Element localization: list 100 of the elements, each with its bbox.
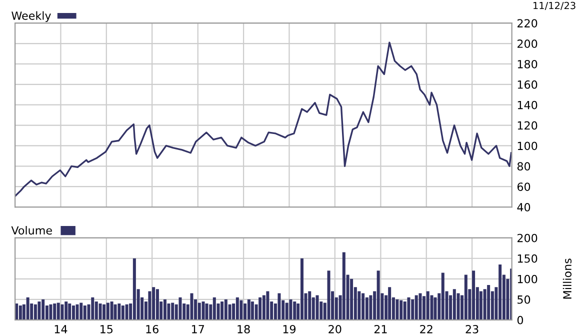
bar xyxy=(479,291,482,320)
bar xyxy=(202,301,205,320)
x-tick-label: 20 xyxy=(328,324,342,334)
y-tick-label: 40 xyxy=(517,203,530,212)
bar xyxy=(152,287,156,320)
bar xyxy=(278,293,281,320)
bar xyxy=(60,304,64,320)
bar xyxy=(411,299,414,320)
bar xyxy=(198,302,201,320)
bar xyxy=(388,287,392,320)
bar xyxy=(94,301,98,320)
bar xyxy=(64,301,68,320)
bar xyxy=(212,297,216,320)
bar xyxy=(407,297,410,320)
bar xyxy=(418,293,422,320)
bar xyxy=(452,289,456,320)
bar xyxy=(262,295,266,320)
bar xyxy=(327,270,330,320)
x-tick-label: 21 xyxy=(374,324,387,334)
legend-label: Volume xyxy=(11,226,52,235)
bar xyxy=(285,302,288,320)
bar xyxy=(472,270,476,320)
y-tick-label: 60 xyxy=(517,182,530,191)
x-tick-label: 15 xyxy=(100,325,112,334)
bar xyxy=(49,304,52,320)
bar xyxy=(369,295,372,320)
y-tick-label: 120 xyxy=(518,121,538,130)
bar xyxy=(483,289,486,320)
bar xyxy=(441,272,444,320)
bar xyxy=(220,301,224,320)
bar xyxy=(293,301,296,320)
bar xyxy=(289,299,292,320)
bar xyxy=(430,295,434,320)
bar xyxy=(178,297,182,320)
bar xyxy=(426,291,430,320)
bar xyxy=(76,304,79,320)
y-tick-label: 80 xyxy=(517,162,530,171)
bar xyxy=(403,301,406,320)
bar xyxy=(83,306,86,320)
y-tick-label: 160 xyxy=(518,80,538,89)
bar xyxy=(358,291,361,320)
y-axis-title: Millions xyxy=(562,258,572,299)
bar xyxy=(224,299,228,320)
bar xyxy=(316,295,319,320)
y-tick-label: 180 xyxy=(518,60,538,68)
x-tick-label: 18 xyxy=(238,324,250,334)
bar xyxy=(53,304,56,320)
y-tick-label: 50 xyxy=(518,295,530,304)
bar xyxy=(205,304,208,320)
bar xyxy=(240,300,243,320)
x-tick-label: 22 xyxy=(420,324,432,334)
bar xyxy=(156,289,159,320)
bar xyxy=(114,304,117,320)
bar xyxy=(34,304,37,320)
bar xyxy=(362,293,365,320)
bar xyxy=(300,258,304,320)
bar xyxy=(250,301,254,320)
y-tick-label: 100 xyxy=(518,142,538,150)
bar xyxy=(456,293,460,320)
bar xyxy=(498,264,502,320)
bar xyxy=(266,291,270,320)
bar xyxy=(38,301,41,320)
y-tick-label: 100 xyxy=(518,274,538,284)
y-tick-label: 140 xyxy=(518,100,538,110)
x-tick-label: 17 xyxy=(192,325,204,334)
bar xyxy=(376,270,380,320)
y-tick-label: 200 xyxy=(518,40,538,48)
bar xyxy=(244,304,247,320)
y-tick-label: 220 xyxy=(518,19,538,28)
bar xyxy=(56,302,60,320)
bar xyxy=(72,306,75,320)
bar xyxy=(414,295,418,320)
bar xyxy=(190,293,194,320)
bar xyxy=(400,300,403,320)
bar xyxy=(258,297,262,320)
bar xyxy=(167,304,170,320)
bar xyxy=(68,304,72,320)
y-tick-label: 0 xyxy=(517,316,524,324)
bar xyxy=(26,297,30,320)
bar xyxy=(80,302,83,320)
bar xyxy=(148,291,152,320)
y-tick-label: 150 xyxy=(518,254,538,263)
bar xyxy=(121,306,124,320)
x-tick-label: 23 xyxy=(466,324,478,334)
bar xyxy=(106,302,110,320)
bar xyxy=(18,306,22,320)
bar xyxy=(91,297,94,320)
text: 11/12/23 xyxy=(534,2,576,10)
bar xyxy=(125,304,128,320)
bar xyxy=(98,304,102,320)
line-series xyxy=(15,42,512,197)
bar xyxy=(396,299,399,320)
legend-label: Weekly xyxy=(12,11,51,22)
bar xyxy=(487,285,490,320)
bar xyxy=(434,297,437,320)
x-tick-label: 16 xyxy=(146,324,158,334)
x-tick-label: 19 xyxy=(283,324,296,334)
bar xyxy=(118,304,121,320)
bar xyxy=(132,258,136,320)
bar xyxy=(464,274,468,320)
